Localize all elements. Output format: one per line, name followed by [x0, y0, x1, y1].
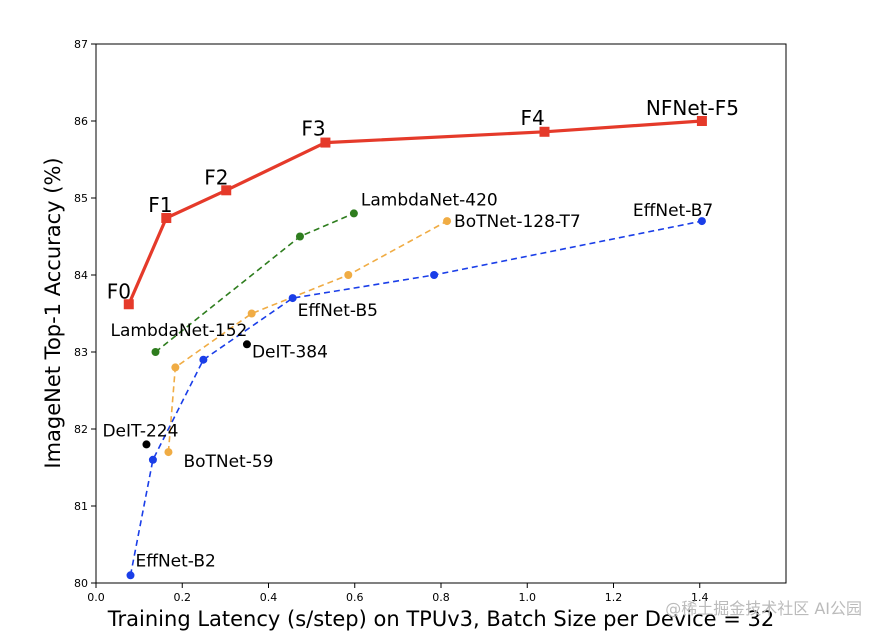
point-label-f4: F4: [521, 106, 545, 130]
point-label-nfnet-f5: NFNet-F5: [646, 96, 739, 120]
lambdanet-point: [295, 232, 304, 241]
point-label-effnet-b5: EffNet-B5: [298, 301, 378, 321]
nfnet-line: [127, 119, 703, 305]
effnet-point: [430, 271, 439, 279]
point-label-lambdanet-420: LambdaNet-420: [361, 190, 498, 210]
y-tick-label: 84: [74, 269, 88, 282]
x-tick-label: 0.6: [346, 591, 364, 604]
x-tick-label: 0.8: [432, 591, 450, 604]
point-label-botnet-59: BoTNet-59: [183, 452, 273, 472]
axis-ticks: 0.0 0.2 0.4 0.6 0.8 1.0 1.2 1.4 80 81 82 83 84 85 86 87: [74, 38, 709, 604]
y-tick-label: 81: [74, 500, 88, 513]
lambdanet-point: [151, 348, 160, 356]
point-label-deit-384: DeIT-384: [252, 342, 328, 362]
y-tick-label: 87: [74, 38, 88, 51]
nfnet-point: [320, 137, 331, 148]
deit-point: [142, 440, 151, 449]
nfnet-point: [221, 185, 232, 196]
y-tick-label: 86: [74, 115, 88, 128]
x-tick-label: 1.2: [605, 591, 623, 604]
nfnet-point: [696, 116, 707, 126]
x-tick-label: 0.4: [260, 591, 278, 604]
effnet-point: [126, 571, 135, 580]
y-tick-label: 83: [74, 346, 88, 359]
x-tick-label: 1.4: [691, 591, 709, 604]
botnet-point: [344, 271, 353, 279]
botnet-point: [247, 309, 256, 318]
effnet-line: [129, 220, 703, 576]
point-label-f0: F0: [107, 279, 131, 303]
point-label-botnet-128-t7: BoTNet-128-T7: [454, 212, 581, 232]
x-tick-label: 1.0: [519, 591, 537, 604]
nfnet-point: [539, 126, 550, 137]
point-label-lambdanet-152: LambdaNet-152: [111, 321, 248, 341]
nfnet-point: [123, 299, 134, 310]
point-label-effnet-b7: EffNet-B7: [633, 201, 713, 221]
effnet-point: [288, 294, 297, 303]
deit-point: [242, 340, 251, 349]
nfnet-point: [161, 213, 172, 224]
x-axis-title: Training Latency (s/step) on TPUv3, Batc…: [107, 607, 774, 631]
plot-area: [95, 43, 787, 584]
point-label-effnet-b2: EffNet-B2: [136, 551, 216, 571]
y-tick-label: 82: [74, 423, 88, 436]
point-label-f2: F2: [204, 165, 228, 189]
lambdanet-point: [349, 209, 358, 218]
effnet-point: [697, 217, 706, 226]
x-tick-label: 0.2: [174, 591, 192, 604]
y-tick-label: 85: [74, 192, 88, 205]
x-tick-label: 0.0: [87, 591, 105, 604]
point-label-f3: F3: [301, 117, 325, 141]
series-layer: [123, 116, 707, 580]
y-tick-label: 80: [74, 577, 88, 590]
point-label-f1: F1: [148, 193, 172, 217]
effnet-point: [148, 455, 157, 464]
botnet-point: [164, 448, 173, 457]
point-labels: F0 F1 F2 F3 F4 NFNet-F5 LambdaNet-152 LambdaNet…: [102, 96, 738, 571]
y-axis-title: ImageNet Top-1 Accuracy (%): [41, 157, 65, 468]
botnet-point: [171, 363, 180, 372]
effnet-point: [199, 355, 208, 364]
botnet-point: [443, 217, 452, 226]
point-label-deit-224: DeIT-224: [102, 421, 178, 441]
watermark: @稀土掘金技术社区 AI公园: [665, 599, 862, 618]
